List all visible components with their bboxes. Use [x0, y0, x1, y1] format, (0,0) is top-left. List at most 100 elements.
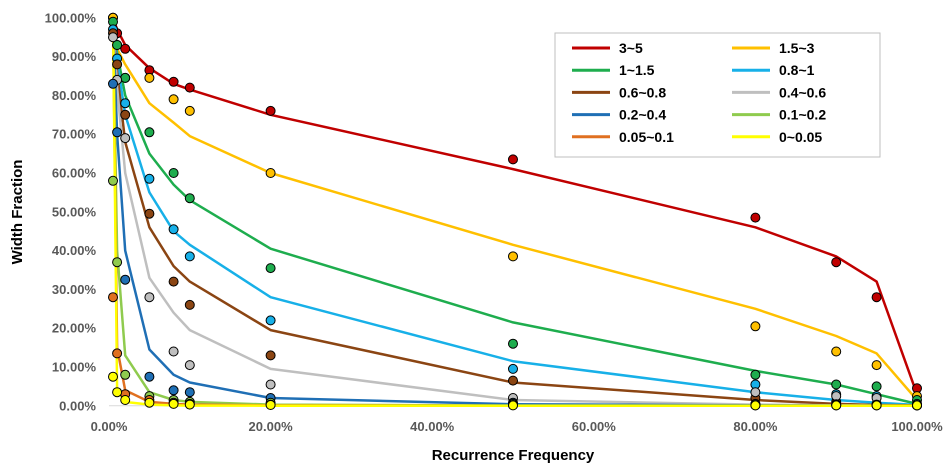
data-point: [184, 360, 195, 371]
data-point: [184, 299, 195, 310]
data-point: [108, 32, 118, 43]
legend-label: 0.6~0.8: [619, 84, 666, 100]
data-point: [750, 321, 761, 332]
y-tick-label: 20.00%: [52, 321, 97, 336]
data-point: [144, 173, 155, 184]
data-point: [750, 212, 761, 223]
data-point: [112, 387, 123, 398]
y-tick-label: 70.00%: [52, 127, 97, 142]
data-point: [120, 395, 131, 405]
legend-label: 3~5: [619, 40, 643, 56]
data-point: [265, 379, 276, 390]
data-point: [508, 251, 518, 262]
data-point: [144, 397, 155, 408]
legend-label: 0.05~0.1: [619, 129, 674, 145]
data-point: [750, 387, 761, 398]
data-point: [120, 133, 131, 144]
data-point: [108, 371, 118, 382]
series-line: [111, 17, 918, 406]
data-point: [265, 400, 276, 410]
data-point: [831, 346, 842, 357]
y-tick-label: 10.00%: [52, 360, 97, 375]
data-point: [120, 369, 131, 380]
x-tick-label: 40.00%: [410, 419, 455, 434]
legend-label: 1.5~3: [779, 40, 815, 56]
data-point: [871, 400, 882, 411]
data-point: [508, 400, 518, 411]
data-point: [120, 98, 131, 109]
legend-box: [554, 32, 881, 158]
y-tick-label: 90.00%: [52, 49, 97, 64]
data-point: [144, 127, 155, 138]
legend-label: 0.4~0.6: [779, 84, 826, 100]
data-point: [265, 350, 276, 361]
data-point: [184, 399, 195, 410]
data-point: [508, 154, 518, 165]
data-point: [750, 369, 761, 380]
data-point: [120, 43, 131, 54]
x-tick-label: 100.00%: [891, 419, 943, 434]
y-tick-label: 30.00%: [52, 282, 97, 297]
data-point: [184, 105, 195, 116]
data-point: [912, 400, 922, 411]
y-tick-label: 100.00%: [45, 10, 97, 25]
legend: 3~5 1.5~3 1~1.5 0.8~1 0.6~0.8 0.4~0.6 0.2~0.4 0…: [554, 32, 881, 158]
legend-label: 0.2~0.4: [619, 107, 666, 123]
data-point: [508, 363, 518, 374]
data-point: [508, 375, 518, 386]
data-point: [108, 175, 118, 186]
data-point: [265, 315, 276, 326]
data-point: [265, 168, 276, 178]
data-point: [831, 400, 842, 411]
data-point: [831, 379, 842, 390]
data-point: [168, 398, 179, 409]
data-point: [871, 292, 882, 303]
data-point: [168, 76, 179, 87]
data-point: [144, 208, 155, 219]
data-point: [168, 346, 179, 357]
y-axis-title: Width Fraction: [9, 160, 26, 265]
data-point: [120, 109, 131, 120]
y-tick-label: 60.00%: [52, 166, 97, 181]
tick-labels: 0.00% 20.00% 40.00% 60.00% 80.00% 100.00% 0.00…: [45, 10, 943, 434]
x-tick-label: 80.00%: [733, 419, 778, 434]
data-point: [108, 78, 118, 89]
data-point: [168, 94, 179, 105]
data-point: [871, 381, 882, 392]
y-tick-label: 0.00%: [59, 398, 96, 413]
legend-label: 1~1.5: [619, 62, 655, 78]
data-point: [120, 72, 131, 83]
data-point: [112, 127, 123, 138]
y-tick-label: 80.00%: [52, 88, 97, 103]
data-point: [265, 263, 276, 274]
x-tick-label: 0.00%: [91, 419, 128, 434]
legend-label: 0.1~0.2: [779, 107, 826, 123]
x-tick-label: 20.00%: [249, 419, 294, 434]
series-line: [111, 17, 918, 407]
data-point: [871, 360, 882, 371]
data-point: [168, 168, 179, 178]
data-point: [112, 348, 123, 359]
series-line: [111, 17, 919, 395]
y-tick-label: 40.00%: [52, 243, 97, 258]
x-axis-title: Recurrence Frequency: [432, 447, 595, 464]
data-point: [112, 257, 123, 268]
data-point: [144, 371, 155, 382]
data-point: [184, 193, 195, 204]
data-point: [184, 251, 195, 262]
data-point: [168, 385, 179, 396]
data-point: [750, 400, 761, 411]
data-point: [265, 105, 276, 116]
data-point: [184, 82, 195, 93]
x-tick-label: 60.00%: [572, 419, 617, 434]
data-point: [120, 274, 131, 285]
data-point: [831, 257, 842, 268]
data-point: [112, 40, 123, 50]
data-point: [144, 72, 155, 83]
data-point: [144, 292, 155, 303]
data-point: [168, 224, 179, 235]
y-tick-label: 50.00%: [52, 204, 97, 219]
legend-label: 0~0.05: [779, 129, 822, 145]
